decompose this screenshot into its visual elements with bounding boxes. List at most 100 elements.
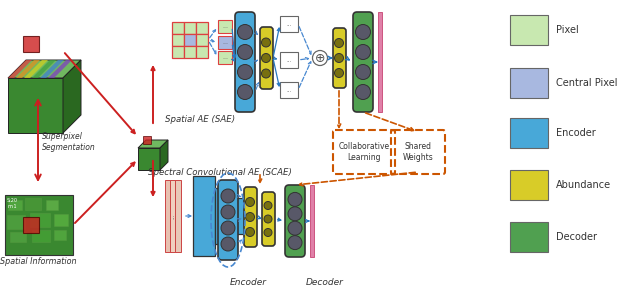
Bar [510,170,548,200]
Polygon shape [160,140,168,170]
Polygon shape [8,60,81,78]
Circle shape [288,221,302,235]
Bar [30,213,50,227]
Bar [378,12,382,112]
Bar [170,180,176,252]
Bar [7,215,25,229]
Bar [218,51,232,64]
Bar [196,22,208,34]
Bar [10,232,26,242]
Bar [143,136,151,144]
Text: Shared
Weights: Shared Weights [403,142,433,162]
Bar [196,46,208,58]
Text: Pixel: Pixel [556,25,579,35]
FancyBboxPatch shape [333,28,346,88]
Bar [23,217,39,233]
Bar [280,52,298,68]
Bar [54,214,68,226]
Circle shape [355,45,371,60]
Bar [5,195,73,255]
Text: Central Pixel: Central Pixel [556,78,618,88]
Bar [196,34,208,46]
Bar [165,180,171,252]
Bar [23,36,39,52]
Text: Spectral Convolutional AE (SCAE): Spectral Convolutional AE (SCAE) [148,168,292,177]
Text: ⊕: ⊕ [315,52,325,65]
FancyBboxPatch shape [262,192,275,246]
Text: Encoder: Encoder [556,128,596,138]
Circle shape [221,189,235,203]
Circle shape [288,192,302,206]
Polygon shape [8,78,63,133]
Circle shape [288,236,302,250]
Bar [510,118,548,148]
Polygon shape [40,60,64,78]
Text: Spatial AE (SAE): Spatial AE (SAE) [165,115,235,124]
Circle shape [262,38,271,47]
Polygon shape [48,60,72,78]
Circle shape [264,201,272,209]
Bar [235,198,253,234]
Circle shape [355,84,371,99]
Polygon shape [24,60,48,78]
Text: ...: ... [286,22,292,27]
Text: Superpixel
Segmentation: Superpixel Segmentation [42,132,96,152]
Bar [172,34,184,46]
Polygon shape [32,60,56,78]
Bar [280,82,298,98]
Bar [218,20,232,33]
Circle shape [237,65,253,79]
FancyBboxPatch shape [353,12,373,112]
Circle shape [246,212,255,222]
Bar [172,22,184,34]
Text: ...: ... [222,24,228,29]
Bar [8,200,22,210]
Text: ...: ... [286,58,292,63]
Text: ...: ... [222,40,228,45]
Bar [184,46,196,58]
Text: Collaborative
Learning: Collaborative Learning [339,142,390,162]
Circle shape [262,69,271,78]
FancyBboxPatch shape [260,27,273,89]
Bar [510,222,548,252]
Bar [54,230,66,240]
Bar [280,16,298,32]
Text: Decoder: Decoder [306,278,344,287]
Bar [510,68,548,98]
Bar [215,188,235,244]
Bar [510,15,548,45]
Circle shape [221,237,235,251]
Bar [193,176,215,256]
FancyBboxPatch shape [285,185,305,257]
Circle shape [262,53,271,63]
Bar [184,22,196,34]
Text: Spatial Information: Spatial Information [0,257,76,266]
Text: Abundance: Abundance [556,180,611,190]
Circle shape [237,45,253,60]
Bar [46,200,58,210]
Circle shape [335,39,344,47]
FancyBboxPatch shape [235,12,255,112]
Circle shape [221,205,235,219]
Circle shape [355,65,371,79]
Bar [310,185,314,257]
Circle shape [288,207,302,221]
Text: ...: ... [170,213,175,219]
Text: Decoder: Decoder [556,232,597,242]
Text: ...: ... [286,88,292,93]
Bar [25,198,41,210]
Circle shape [335,68,344,78]
Circle shape [237,84,253,99]
Bar [218,36,232,49]
Bar [175,180,181,252]
Circle shape [355,24,371,40]
Circle shape [312,50,328,65]
Polygon shape [8,60,32,78]
Circle shape [264,229,272,237]
Bar [32,230,50,242]
FancyBboxPatch shape [218,180,238,260]
Text: S:20
m:1: S:20 m:1 [7,198,18,209]
Circle shape [221,221,235,235]
Circle shape [335,53,344,63]
Circle shape [264,215,272,223]
